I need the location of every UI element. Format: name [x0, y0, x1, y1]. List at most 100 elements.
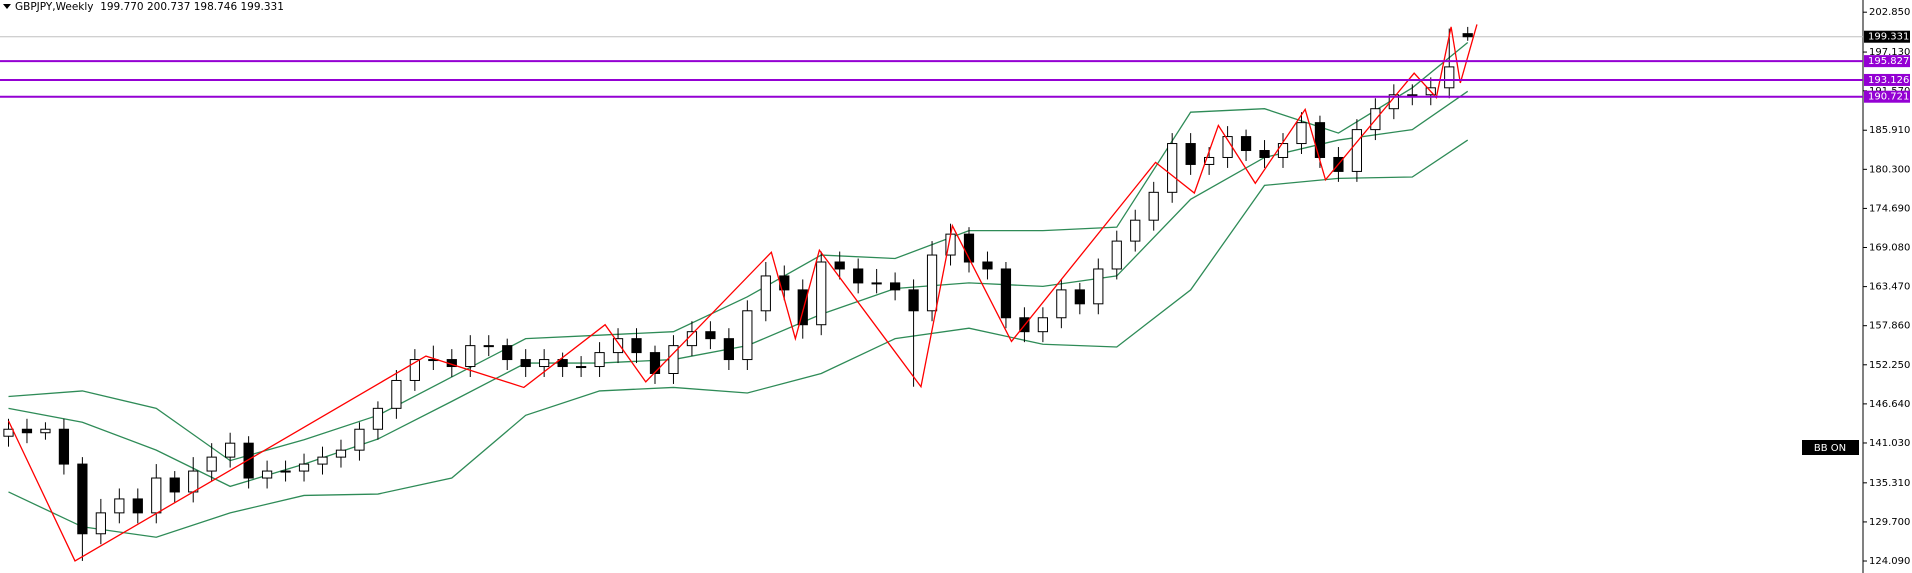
candle-body [1314, 122, 1326, 158]
y-tick-label: 169.080 [1869, 243, 1910, 254]
candle-body [206, 456, 217, 472]
candle-body [1259, 150, 1270, 158]
candle-body [317, 456, 328, 465]
candle-body [1407, 94, 1418, 97]
candle-body [760, 275, 771, 312]
y-tick-label: 135.310 [1869, 478, 1910, 489]
candle-body [889, 282, 901, 291]
candle-body [298, 463, 310, 472]
candle-body [169, 477, 180, 493]
candle-body [225, 442, 236, 458]
bollinger-band [8, 139, 1469, 538]
candle-body [834, 261, 845, 270]
candle-body [1056, 289, 1067, 319]
candle-body [114, 498, 125, 514]
y-tick-label: 180.300 [1869, 164, 1910, 175]
candle-body [243, 442, 254, 479]
level-label-bg [1864, 90, 1910, 103]
candle-body [151, 477, 162, 514]
candle-body [40, 428, 51, 434]
candle-body [520, 359, 531, 368]
level-label-bg [1864, 73, 1910, 86]
candle-body [1185, 143, 1196, 165]
candle-body [391, 379, 402, 409]
current-price-label: 199.331 [1868, 32, 1909, 43]
candle-body [723, 338, 734, 361]
y-tick-label: 163.470 [1869, 282, 1910, 293]
candle-body [557, 359, 568, 368]
candle-body [908, 289, 919, 312]
candle-body [1130, 219, 1141, 242]
y-tick-label: 124.090 [1869, 556, 1910, 567]
candle-body [1444, 66, 1455, 89]
candle-body [1296, 122, 1307, 145]
candle-body [354, 428, 365, 451]
candle-body [1074, 289, 1085, 305]
candle-body [612, 338, 624, 354]
candle-body [58, 428, 70, 465]
candle-body [335, 449, 347, 458]
candle-body [575, 366, 587, 369]
zigzag-line [7, 24, 1478, 562]
candle-body [649, 352, 661, 374]
candle-body [465, 345, 476, 368]
candle-body [1462, 33, 1473, 38]
candle-body [853, 268, 864, 284]
candle-body [95, 512, 106, 535]
candle-body [1351, 129, 1363, 172]
chart-title: GBPJPY,Weekly 199.770 200.737 198.746 19… [15, 1, 284, 13]
candle-body [742, 310, 753, 361]
price-axis: 202.850197.130191.570185.910180.300174.6… [1863, 7, 1910, 567]
candle-body [261, 470, 273, 479]
candle-body [926, 254, 938, 312]
candle-body [1093, 268, 1104, 305]
candle-body [483, 345, 494, 348]
y-tick-label: 197.130 [1869, 47, 1910, 58]
candle-body [705, 331, 716, 340]
candle-body [188, 470, 199, 493]
y-tick-label: 129.700 [1869, 517, 1910, 528]
candle-body [502, 345, 513, 361]
candle-body [982, 261, 993, 270]
y-tick-label: 146.640 [1869, 399, 1910, 410]
candle-body [280, 470, 291, 473]
plot-area [0, 24, 1863, 562]
candle-body [816, 261, 827, 326]
indicator-label: BB ON [1814, 443, 1846, 454]
candle-body [631, 338, 642, 354]
candle-body [1277, 143, 1289, 158]
candle-body [1111, 240, 1122, 270]
candle-body [1167, 143, 1178, 193]
y-tick-label: 174.690 [1869, 203, 1910, 214]
y-tick-label: 185.910 [1869, 125, 1910, 136]
current-price-bg [1864, 30, 1910, 43]
level-label: 190.721 [1868, 92, 1909, 103]
candle-body [3, 428, 14, 437]
candle-body [1240, 136, 1252, 152]
candle-body [539, 359, 550, 368]
candle-body [21, 428, 33, 434]
level-label: 195.827 [1868, 56, 1909, 67]
candle-body [1148, 191, 1159, 221]
level-label-bg [1864, 55, 1910, 68]
indicator-badge [1802, 440, 1859, 455]
candle-body [77, 463, 88, 535]
candle-body [372, 407, 384, 430]
candle-body [132, 498, 143, 514]
y-tick-label: 141.030 [1869, 438, 1910, 449]
candle-body [409, 359, 420, 381]
candle-body [668, 345, 679, 374]
y-tick-label: 152.250 [1869, 360, 1910, 371]
candle-body [1388, 94, 1399, 110]
candle-body [594, 352, 605, 368]
level-label: 193.126 [1868, 75, 1909, 86]
candle-body [871, 282, 882, 285]
y-tick-label: 157.860 [1869, 321, 1910, 332]
bollinger-band [8, 42, 1469, 462]
candle-body [1037, 317, 1048, 333]
candle-body [1000, 268, 1012, 319]
y-tick-label: 202.850 [1869, 7, 1910, 18]
candle-body [797, 289, 808, 326]
